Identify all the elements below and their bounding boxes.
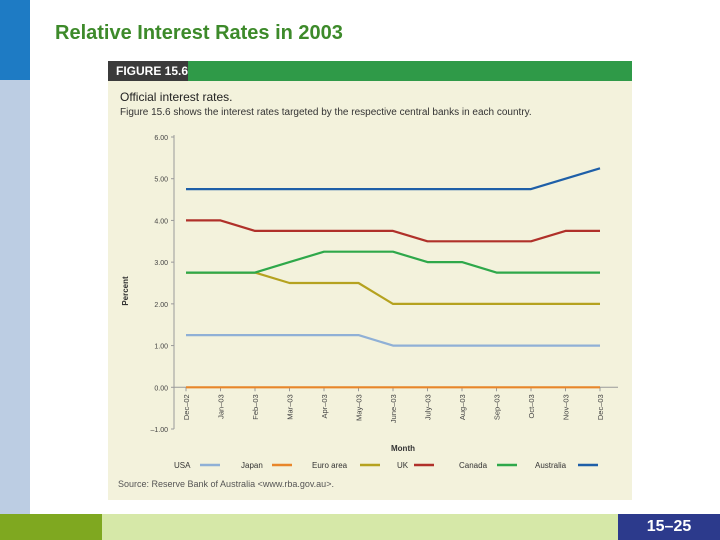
x-tick-label: Jan–03	[217, 394, 226, 419]
y-tick-label: 1.00	[154, 344, 168, 351]
x-tick-label: Mar–03	[286, 394, 295, 419]
legend-label-euro-area: Euro area	[312, 461, 348, 470]
y-tick-label: 5.00	[154, 177, 168, 184]
x-tick-label: Dec–02	[182, 394, 191, 420]
series-line-australia	[186, 167, 601, 191]
x-axis-title: Month	[391, 444, 415, 453]
left-side-bar	[0, 80, 30, 514]
figure-panel: FIGURE 15.6 Official interest rates. Fig…	[108, 61, 632, 500]
figure-caption: Figure 15.6 shows the interest rates tar…	[120, 107, 532, 118]
x-tick-label: Oct–03	[527, 394, 536, 418]
footer-navy-block	[618, 514, 720, 540]
footer-green-block	[0, 514, 102, 540]
x-tick-label: Feb–03	[251, 394, 260, 419]
footer-light-bar	[102, 514, 618, 540]
x-tick-label: Aug–03	[458, 394, 467, 420]
x-tick-label: May–03	[355, 394, 364, 421]
figure-heading: Official interest rates.	[120, 90, 233, 104]
y-tick-label: 0.00	[154, 385, 168, 392]
y-tick-label: 4.00	[154, 218, 168, 225]
series-line-euro-area	[186, 271, 600, 305]
x-tick-label: Dec–03	[596, 394, 605, 420]
series-line-uk	[186, 219, 600, 243]
x-tick-label: June–03	[389, 394, 398, 423]
figure-source: Source: Reserve Bank of Australia <www.r…	[118, 479, 334, 489]
left-accent-bar	[0, 0, 30, 80]
series-line-canada	[186, 250, 600, 274]
figure-label: FIGURE 15.6	[108, 61, 188, 81]
y-tick-label: 2.00	[154, 302, 168, 309]
interest-rate-chart: 6.00 5.00 4.00 3.00 2.00 1.00 0.00 –1.00 Dec–02 J…	[121, 135, 618, 470]
x-tick-label: Apr–03	[320, 394, 329, 418]
figure-header-bar	[108, 61, 632, 81]
legend-label-uk: UK	[397, 461, 409, 470]
y-tick-label: –1.00	[150, 427, 168, 434]
x-tick-label: Nov–03	[562, 394, 571, 420]
legend-label-japan: Japan	[241, 461, 263, 470]
y-axis-title: Percent	[121, 276, 130, 306]
y-tick-label: 3.00	[154, 260, 168, 267]
legend-label-canada: Canada	[459, 461, 488, 470]
legend-label-usa: USA	[174, 461, 191, 470]
legend-label-australia: Australia	[535, 461, 567, 470]
y-tick-label: 6.00	[154, 135, 168, 142]
slide-title: Relative Interest Rates in 2003	[55, 22, 343, 44]
x-tick-label: Sep–03	[493, 394, 502, 420]
x-tick-label: July–03	[424, 394, 433, 420]
series-line-usa	[186, 334, 600, 347]
page-number: 15–25	[646, 518, 692, 535]
